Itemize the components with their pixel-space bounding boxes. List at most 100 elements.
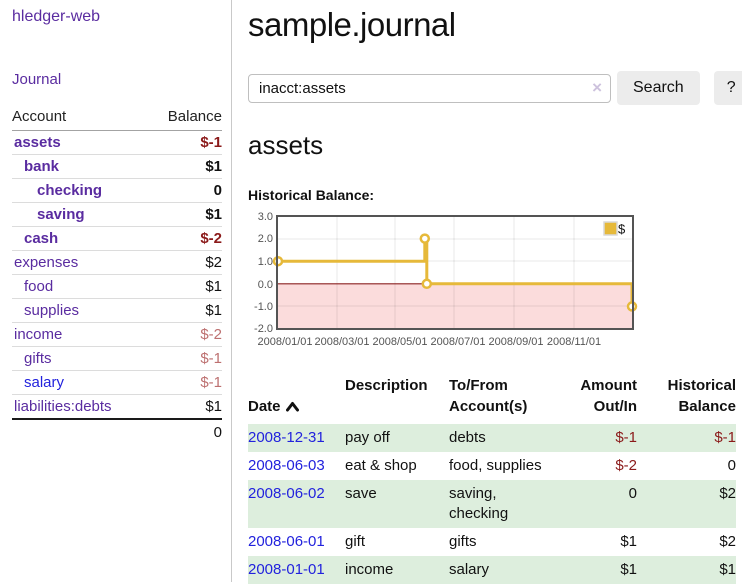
clear-search-icon[interactable]: ×: [592, 77, 602, 97]
date-column-header[interactable]: Date: [248, 375, 345, 424]
account-balance: $-1: [147, 370, 222, 395]
account-balance: $1: [147, 154, 222, 179]
transaction-date-link[interactable]: 2008-06-02: [248, 485, 325, 502]
svg-text:3.0: 3.0: [258, 211, 273, 223]
legend-label: $: [618, 222, 626, 237]
account-row-supplies: supplies $1: [12, 298, 222, 323]
account-column-header: Account: [12, 106, 148, 131]
legend-swatch: [603, 221, 618, 236]
transaction-balance: $2: [645, 480, 736, 528]
transaction-date-link[interactable]: 2008-06-01: [248, 533, 325, 550]
account-link-income[interactable]: income: [14, 326, 63, 343]
transaction-accounts: gifts: [449, 533, 477, 550]
account-balance: $1: [147, 298, 222, 323]
page-title: sample.journal: [248, 6, 456, 43]
account-row-liabilities-debts: liabilities:debts $1: [12, 394, 222, 419]
sidebar: hledger-web Journal Account Balance asse…: [0, 0, 232, 582]
account-balance: $-2: [147, 226, 222, 251]
account-balance: $1: [147, 274, 222, 299]
transaction-balance: $2: [719, 533, 736, 550]
account-link-salary[interactable]: salary: [24, 374, 65, 391]
search-button[interactable]: Search: [617, 71, 700, 105]
account-balance: $-1: [200, 134, 222, 151]
account-row-gifts: gifts $-1: [12, 346, 222, 371]
transaction-date-link[interactable]: 2008-01-01: [248, 561, 325, 578]
account-balance: $1: [147, 394, 222, 419]
search-form: × Search ?: [248, 71, 742, 105]
x-axis-labels: 2008/01/01 2008/03/01 2008/05/01 2008/07…: [257, 336, 601, 348]
svg-text:2.0: 2.0: [258, 233, 273, 245]
account-link-supplies[interactable]: supplies: [24, 302, 80, 319]
account-row-expenses: expenses $2: [12, 250, 222, 275]
transaction-date-link[interactable]: 2008-12-31: [248, 429, 325, 446]
transaction-accounts: food, supplies: [449, 457, 542, 474]
register-row: 2008-01-01 income salary $1 $1: [248, 556, 736, 584]
historical-balance-chart: $ 3.0 2.0 1.0 0.0 -1.0 -2.0 2008/01/01 2…: [246, 211, 742, 358]
register-row: 2008-12-31 pay off debts $-1 $-1: [248, 424, 736, 452]
accounts-total-row: 0: [12, 418, 222, 445]
chart-legend: $: [603, 221, 626, 237]
svg-text:2008/05/01: 2008/05/01: [372, 336, 427, 348]
account-link-gifts[interactable]: gifts: [24, 350, 52, 367]
account-balance: $1: [147, 202, 222, 227]
svg-text:2008/11/01: 2008/11/01: [547, 336, 601, 348]
svg-text:2008/07/01: 2008/07/01: [430, 336, 485, 348]
account-row-bank: bank $1: [12, 154, 222, 179]
x-gridlines: [336, 217, 575, 328]
transaction-accounts: saving, checking: [449, 480, 565, 528]
svg-text:1.0: 1.0: [258, 256, 273, 268]
main-content: sample.journal × Search ? assets Histori…: [232, 0, 742, 584]
transaction-description: income: [345, 556, 449, 584]
transaction-amount: $1: [620, 533, 637, 550]
account-link-checking[interactable]: checking: [37, 182, 103, 199]
account-row-cash: cash $-2: [12, 226, 222, 251]
transaction-accounts: debts: [449, 424, 565, 452]
account-link-bank[interactable]: bank: [24, 158, 60, 175]
sort-ascending-icon: [285, 402, 299, 412]
plot-border: [276, 215, 634, 330]
register-table: Date Description To/From Account(s) Amou…: [248, 375, 736, 584]
description-column-header: Description: [345, 377, 428, 394]
transaction-accounts: salary: [449, 556, 565, 584]
account-link-food[interactable]: food: [24, 278, 54, 295]
app-title-link[interactable]: hledger-web: [12, 8, 101, 25]
account-link-liabilities-debts[interactable]: liabilities:debts: [14, 398, 112, 415]
account-link-assets[interactable]: assets: [14, 134, 61, 151]
account-balance: 0: [147, 178, 222, 203]
register-row: 2008-06-03 eat & shop food, supplies $-2…: [248, 452, 736, 480]
account-balance: $2: [147, 250, 222, 275]
transaction-amount: 0: [565, 480, 645, 528]
transaction-description: pay off: [345, 424, 449, 452]
account-link-cash[interactable]: cash: [24, 230, 59, 247]
svg-text:-1.0: -1.0: [254, 301, 273, 313]
transaction-date-link[interactable]: 2008-06-03: [248, 457, 325, 474]
line-chart-svg: $ 3.0 2.0 1.0 0.0 -1.0 -2.0 2008/01/01 2…: [254, 211, 638, 348]
account-row-checking: checking 0: [12, 178, 222, 203]
account-row-income: income $-2: [12, 322, 222, 347]
help-button[interactable]: ?: [713, 71, 742, 105]
accounts-total-value: 0: [147, 418, 222, 445]
account-page-title: assets: [248, 130, 324, 160]
register-row: 2008-06-02 save saving, checking 0 $2: [248, 480, 736, 528]
svg-text:0.0: 0.0: [258, 279, 273, 291]
y-axis-labels: 3.0 2.0 1.0 0.0 -1.0 -2.0: [254, 211, 273, 335]
sidebar-item-journal[interactable]: Journal: [12, 71, 62, 88]
account-row-assets: assets $-1: [12, 131, 222, 155]
account-row-saving: saving $1: [12, 202, 222, 227]
balance-column-header: Historical Balance: [667, 377, 736, 415]
transaction-description: save: [345, 480, 449, 528]
transaction-amount: $1: [565, 556, 645, 584]
balance-column-header: Balance: [147, 106, 222, 131]
register-header-row: Date Description To/From Account(s) Amou…: [248, 375, 736, 424]
account-row-salary: salary $-1: [12, 370, 222, 395]
account-balance: $-1: [147, 346, 222, 371]
svg-text:2008/09/01: 2008/09/01: [488, 336, 543, 348]
account-link-saving[interactable]: saving: [37, 206, 85, 223]
search-input[interactable]: [248, 73, 611, 103]
transaction-amount: $-2: [615, 457, 637, 474]
account-link-expenses[interactable]: expenses: [14, 254, 79, 271]
svg-text:2008/01/01: 2008/01/01: [257, 336, 312, 348]
account-balance: $-2: [147, 322, 222, 347]
transaction-balance: $-1: [645, 424, 736, 452]
amount-column-header: Amount Out/In: [580, 377, 637, 415]
